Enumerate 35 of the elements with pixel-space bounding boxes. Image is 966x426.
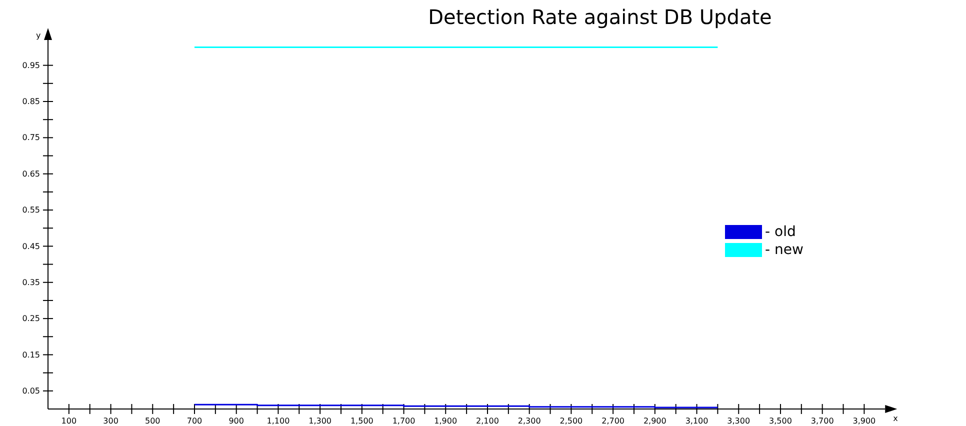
y-tick-label: 0.15 [22,350,40,360]
x-axis-title: x [893,414,898,423]
x-tick-label: 900 [228,416,244,426]
x-tick-label: 3,100 [685,416,708,426]
x-tick-label: 700 [186,416,202,426]
y-tick-label: 0.55 [22,206,40,215]
x-tick-label: 3,500 [769,416,792,426]
x-tick-label: 2,100 [476,416,499,426]
x-tick-label: 1,300 [308,416,332,426]
x-tick-label: 100 [61,416,77,426]
x-tick-label: 500 [145,416,160,426]
y-axis-title: y [36,31,41,40]
x-tick-label: 300 [103,416,118,426]
y-tick-label: 0.05 [22,386,40,396]
x-tick-label: 2,700 [602,416,625,426]
x-tick-label: 3,900 [852,416,876,426]
legend-label: - old [765,224,796,240]
y-tick-label: 0.65 [22,169,40,178]
y-tick-label: 0.25 [22,314,40,324]
y-tick-label: 0.75 [22,133,40,142]
x-tick-label: 2,900 [643,416,666,426]
x-tick-label: 3,700 [810,416,834,426]
chart-title: Detection Rate against DB Update [428,5,772,29]
y-tick-label: 0.95 [22,60,40,70]
y-tick-label: 0.85 [22,97,40,106]
x-tick-label: 3,300 [727,416,750,426]
x-tick-label: 1,500 [350,416,374,426]
x-tick-label: 1,100 [266,416,290,426]
legend-label: - new [765,242,804,258]
x-tick-label: 1,900 [434,416,458,426]
y-tick-label: 0.35 [22,278,40,287]
x-tick-label: 2,300 [518,416,541,426]
x-tick-label: 2,500 [560,416,583,426]
x-tick-label: 1,700 [392,416,416,426]
y-tick-label: 0.45 [22,242,40,251]
